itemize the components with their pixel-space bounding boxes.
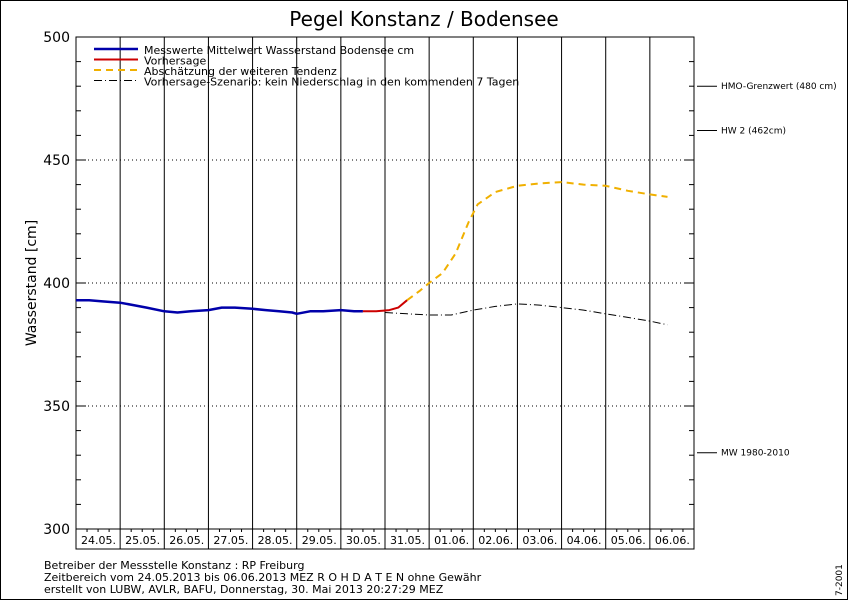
footer-created: erstellt von LUBW, AVLR, BAFU, Donnersta…: [44, 583, 444, 596]
x-tick-label: 05.06.: [611, 534, 646, 547]
x-tick-label: 06.06.: [655, 534, 690, 547]
series-layer: [76, 181, 668, 326]
x-tick-label: 04.06.: [567, 534, 602, 547]
y-tick-label: 350: [43, 399, 70, 415]
y-tick-label: 450: [43, 153, 70, 169]
reference-label: MW 1980-2010: [721, 449, 790, 459]
x-tick-label: 03.06.: [522, 534, 557, 547]
date-band: [75, 528, 695, 550]
legend-label: Vorhersage: [144, 55, 206, 68]
legend-label: Messwerte Mittelwert Wasserstand Bodense…: [144, 44, 414, 57]
y-tick-label: 400: [43, 276, 70, 292]
y-tick-label: 300: [43, 522, 70, 538]
legend: Messwerte Mittelwert Wasserstand Bodense…: [94, 44, 519, 89]
reference-label: HW 2 (462cm): [721, 126, 786, 136]
x-axis: 24.05. 25.05. 26.05. 27.05. 28.05. 29.05. 30.0…: [75, 528, 695, 550]
y-axis-label: Wasserstand [cm]: [24, 220, 40, 346]
reference-label: HMO-Grenzwert (480 cm): [721, 82, 837, 92]
x-tick-label: 24.05.: [81, 534, 116, 547]
series-forecast: [362, 299, 408, 313]
footer-timerange: Zeitbereich vom 24.05.2013 bis 06.06.201…: [44, 571, 482, 584]
x-tick-label: 25.05.: [125, 534, 160, 547]
series-measured: [76, 298, 363, 316]
series-scenario: [384, 303, 668, 326]
y-tick-label: 500: [43, 30, 70, 46]
reference-lines: HMO-Grenzwert (480 cm) HW 2 (462cm) MW 198…: [697, 82, 837, 459]
x-tick-label: 30.05.: [346, 534, 381, 547]
x-tick-label: 31.05.: [390, 534, 425, 547]
side-code: 7-2001: [835, 564, 845, 596]
legend-label: Abschätzung der weiteren Tendenz: [144, 65, 337, 78]
x-tick-label: 27.05.: [213, 534, 248, 547]
x-tick-label: 28.05.: [258, 534, 293, 547]
x-tick-label: 26.05.: [169, 534, 204, 547]
legend-label: Vorhersage-Szenario: kein Niederschlag i…: [144, 76, 519, 89]
chart-title: Pegel Konstanz / Bodensee: [289, 7, 558, 31]
series-tendency: [406, 181, 668, 302]
x-tick-label: 02.06.: [478, 534, 513, 547]
x-tick-label: 29.05.: [302, 534, 337, 547]
footer-operator: Betreiber der Messstelle Konstanz : RP F…: [44, 559, 304, 572]
y-axis: 300 350 400 450 500: [43, 30, 694, 538]
x-tick-label: 01.06.: [434, 534, 469, 547]
grid: [76, 37, 694, 549]
